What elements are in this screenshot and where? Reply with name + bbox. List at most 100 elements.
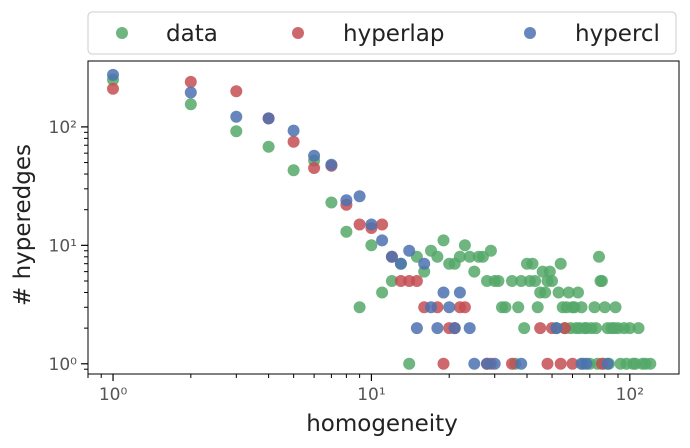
- point-hyperlap: [506, 357, 518, 370]
- point-hypercl: [463, 322, 476, 335]
- point-data: [588, 301, 601, 314]
- point-data: [595, 275, 608, 287]
- point-hypercl: [443, 301, 456, 314]
- legend-frame: [87, 11, 677, 55]
- point-data: [437, 234, 450, 247]
- point-hyperlap: [458, 301, 471, 314]
- point-hypercl: [418, 257, 431, 270]
- point-data: [468, 265, 481, 278]
- point-data: [562, 286, 575, 299]
- point-data: [385, 275, 398, 287]
- legend-marker-hypercl: [524, 27, 536, 39]
- point-hyperlap: [107, 82, 119, 95]
- point-data: [593, 250, 605, 263]
- point-hypercl: [325, 158, 338, 171]
- point-data: [572, 286, 584, 299]
- point-data: [365, 239, 378, 252]
- y-tick-label: 10⁰: [49, 355, 78, 375]
- point-data: [515, 275, 528, 287]
- point-hypercl: [410, 322, 423, 335]
- point-data: [531, 301, 544, 314]
- point-hyperlap: [541, 357, 554, 370]
- point-hypercl: [448, 322, 461, 335]
- x-tick-label: 10²: [616, 385, 644, 405]
- point-hyperlap: [394, 275, 407, 287]
- point-data: [325, 196, 338, 209]
- point-hypercl: [385, 250, 398, 263]
- point-data: [463, 250, 476, 263]
- point-hypercl: [262, 112, 275, 125]
- legend-label-hyperlap: hyperlap: [343, 21, 444, 47]
- y-tick-label: 10²: [49, 118, 77, 138]
- point-hypercl: [431, 322, 444, 335]
- x-axis-label: homogeneity: [306, 411, 458, 437]
- point-data: [598, 301, 611, 314]
- point-hyperlap: [376, 218, 389, 231]
- point-hypercl: [453, 286, 466, 299]
- point-data: [623, 322, 636, 335]
- point-data: [492, 275, 505, 287]
- point-hyperlap: [554, 357, 567, 370]
- x-tick-label: 10¹: [357, 385, 385, 405]
- point-data: [632, 322, 645, 335]
- point-data: [644, 357, 657, 370]
- point-hypercl: [376, 234, 389, 247]
- legend-label-hypercl: hypercl: [575, 21, 660, 47]
- point-hypercl: [230, 110, 243, 123]
- point-hyperlap: [353, 218, 366, 231]
- point-hypercl: [353, 190, 366, 203]
- point-hyperlap: [308, 162, 321, 174]
- point-hypercl: [340, 194, 353, 207]
- y-axis-label: # hyperedges: [10, 144, 36, 306]
- point-hypercl: [601, 357, 614, 370]
- point-hypercl: [468, 357, 481, 370]
- point-hypercl: [425, 301, 437, 314]
- point-data: [554, 257, 567, 270]
- point-hypercl: [365, 218, 378, 231]
- data-points: [107, 68, 657, 370]
- point-data: [546, 275, 558, 287]
- point-data: [230, 125, 243, 138]
- axis-ticks: 10⁰ 10¹ 10² 10⁰ 10¹ 10²: [49, 118, 644, 405]
- point-hyperlap: [534, 322, 547, 335]
- plot-area: [87, 60, 680, 375]
- point-data: [512, 301, 525, 314]
- point-hyperlap: [410, 275, 423, 287]
- point-hyperlap: [558, 322, 571, 335]
- point-hyperlap: [230, 85, 243, 98]
- point-hypercl: [515, 357, 528, 370]
- point-data: [575, 301, 588, 314]
- point-data: [453, 250, 466, 263]
- point-hyperlap: [437, 357, 450, 370]
- point-data: [543, 265, 556, 278]
- point-data: [526, 257, 539, 270]
- point-data: [506, 275, 518, 287]
- point-data: [287, 164, 300, 177]
- point-hypercl: [488, 357, 501, 370]
- point-data: [539, 286, 552, 299]
- point-hypercl: [550, 322, 563, 335]
- point-hypercl: [287, 124, 300, 137]
- point-data: [184, 98, 197, 111]
- point-hypercl: [394, 257, 407, 270]
- point-data: [529, 275, 542, 287]
- point-data: [484, 244, 497, 257]
- point-hypercl: [437, 286, 450, 299]
- point-hypercl: [184, 86, 197, 99]
- point-hypercl: [403, 244, 416, 257]
- point-data: [262, 140, 275, 153]
- point-data: [458, 239, 471, 252]
- point-data: [403, 357, 416, 370]
- x-tick-label: 10⁰: [99, 385, 128, 405]
- point-data: [609, 301, 622, 314]
- point-data: [552, 286, 565, 299]
- point-hypercl: [580, 357, 593, 370]
- point-hyperlap: [287, 135, 300, 148]
- y-tick-label: 10¹: [49, 236, 77, 256]
- legend-marker-hyperlap: [292, 27, 304, 39]
- point-hyperlap: [184, 75, 197, 88]
- legend-label-data: data: [166, 21, 218, 47]
- point-data: [431, 250, 444, 263]
- legend: data hyperlap hypercl: [87, 11, 677, 55]
